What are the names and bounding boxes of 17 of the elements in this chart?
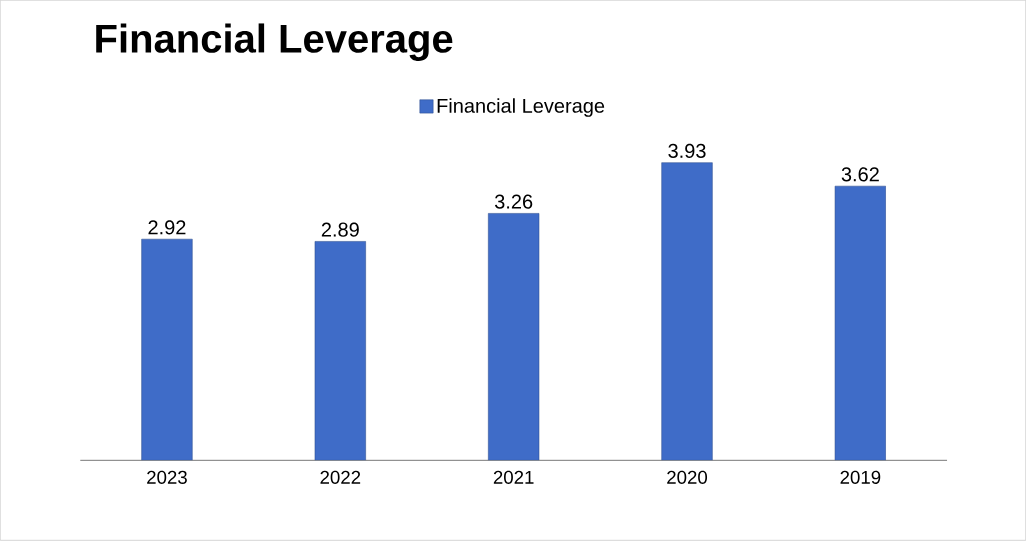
bar (314, 241, 366, 461)
data-label: 3.93 (668, 143, 706, 159)
data-label: 3.62 (841, 167, 879, 182)
bar (141, 239, 193, 461)
x-tick-label: 2022 (320, 470, 361, 485)
x-tick-label: 2023 (147, 470, 187, 485)
chart-title: Financial Leverage (96, 23, 453, 62)
bar (488, 213, 540, 461)
data-label: 2.89 (321, 222, 359, 237)
data-label: 2.92 (148, 220, 186, 235)
legend-label: Financial Leverage (437, 98, 605, 118)
x-tick-label: 2020 (667, 470, 708, 485)
bar (834, 186, 886, 461)
x-tick-label: 2021 (493, 470, 534, 485)
x-tick-label: 2019 (840, 470, 881, 485)
data-label: 3.26 (494, 194, 533, 209)
bar (661, 162, 713, 461)
